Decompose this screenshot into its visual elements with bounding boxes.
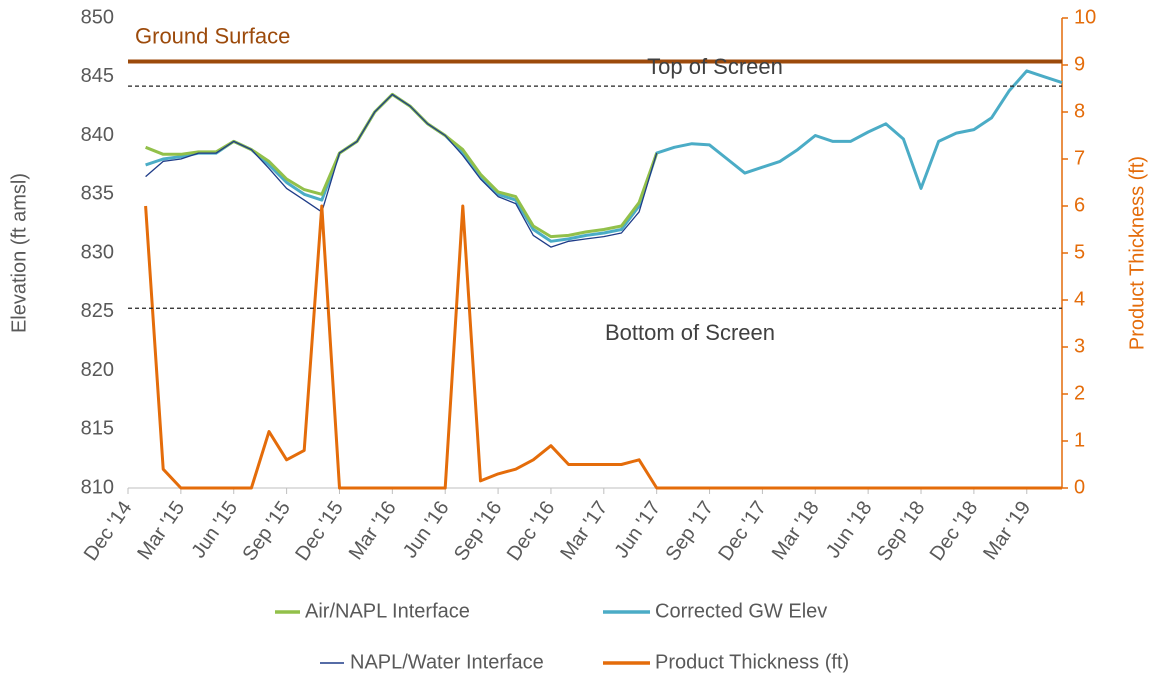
x-tick-label: Dec '14 [80, 497, 137, 565]
x-tick-label: Sep '16 [450, 497, 507, 565]
y2-tick-label: 0 [1074, 476, 1085, 498]
x-tick-label: Sep '15 [238, 497, 295, 565]
legend-label: Air/NAPL Interface [305, 600, 470, 622]
series-line [145, 69, 1063, 243]
x-tick-label: Dec '17 [714, 497, 771, 565]
y2-tick-label: 10 [1074, 6, 1096, 28]
y-tick-label: 825 [81, 300, 114, 322]
x-tick-label: Mar '16 [345, 497, 401, 564]
x-tick-label: Mar '18 [768, 497, 824, 564]
y2-tick-label: 7 [1074, 147, 1085, 169]
y2-tick-label: 9 [1074, 53, 1085, 75]
x-tick-label: Jun '17 [610, 497, 665, 562]
x-tick-label: Mar '19 [979, 497, 1035, 564]
x-tick-label: Sep '17 [661, 497, 718, 565]
x-tick-label: Dec '18 [926, 497, 983, 565]
y2-tick-label: 1 [1074, 429, 1085, 451]
legend-label: Product Thickness (ft) [655, 651, 849, 673]
y-axis-label: Elevation (ft amsl) [8, 173, 30, 333]
x-tick-label: Dec '15 [291, 497, 348, 565]
x-tick-label: Mar '17 [556, 497, 612, 564]
x-tick-label: Sep '18 [873, 497, 930, 565]
y2-axis-label: Product Thickness (ft) [1126, 156, 1148, 350]
y-tick-label: 840 [81, 124, 114, 146]
x-tick-label: Jun '18 [822, 497, 877, 562]
x-tick-label: Mar '15 [133, 497, 189, 564]
reference-label: Top of Screen [647, 54, 783, 79]
y2-tick-label: 5 [1074, 241, 1085, 263]
legend-label: NAPL/Water Interface [350, 651, 544, 673]
y-tick-label: 835 [81, 183, 114, 205]
y-tick-label: 810 [81, 476, 114, 498]
y-tick-label: 815 [81, 418, 114, 440]
series-line [144, 204, 1062, 490]
series-line [145, 93, 658, 248]
reference-label: Ground Surface [135, 23, 290, 48]
y2-tick-label: 8 [1074, 100, 1085, 122]
x-tick-label: Dec '16 [503, 497, 560, 565]
y2-tick-label: 2 [1074, 382, 1085, 404]
y-tick-label: 850 [81, 6, 114, 28]
y2-tick-label: 4 [1074, 288, 1085, 310]
legend-label: Corrected GW Elev [655, 600, 827, 622]
y-tick-label: 830 [81, 241, 114, 263]
series-line [145, 92, 659, 239]
y2-tick-label: 6 [1074, 194, 1085, 216]
x-tick-label: Jun '16 [399, 497, 454, 562]
y-tick-label: 845 [81, 65, 114, 87]
reference-label: Bottom of Screen [605, 320, 775, 345]
y2-tick-label: 3 [1074, 335, 1085, 357]
x-tick-label: Jun '15 [187, 497, 242, 562]
y-tick-label: 820 [81, 359, 114, 381]
